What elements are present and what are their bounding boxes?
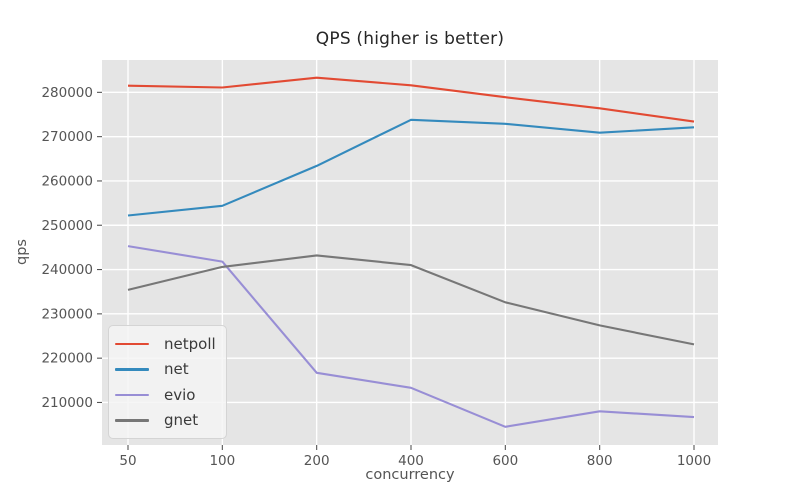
x-tick-label: 50 [119,453,136,469]
x-axis-label: concurrency [365,467,455,483]
y-tick-label: 230000 [41,306,93,322]
x-tick-label: 100 [209,453,235,469]
legend-label: gnet [164,411,199,430]
y-tick-label: 280000 [41,85,93,101]
series-line-evio [127,245,695,428]
legend-item-net: net [115,357,220,383]
legend-label: netpoll [164,334,216,353]
y-tick-label: 210000 [41,395,93,411]
legend-swatch-netpoll [115,342,149,345]
x-tick-label: 200 [304,453,330,469]
y-tick-label: 270000 [41,129,93,145]
chart-title: QPS (higher is better) [315,29,505,49]
legend-item-netpoll: netpoll [115,331,220,357]
legend-swatch-gnet [115,419,149,422]
legend-swatch-net [115,368,149,371]
x-tick-label: 800 [587,453,613,469]
y-tick-label: 220000 [41,351,93,367]
x-tick-label: 400 [398,453,424,469]
legend-label: evio [164,385,196,404]
y-tick-label: 240000 [41,262,93,278]
y-tick-label: 260000 [41,173,93,189]
legend-item-evio: evio [115,382,220,408]
legend-swatch-evio [115,393,149,396]
series-line-netpoll [127,76,695,123]
y-tick-label: 250000 [41,218,93,234]
series-line-gnet [127,254,695,346]
y-axis-label: qps [14,239,30,265]
legend-item-gnet: gnet [115,408,220,434]
x-tick-label: 600 [492,453,518,469]
series-line-net [127,118,695,217]
x-tick-label: 1000 [677,453,711,469]
legend: netpoll net evio gnet [108,325,227,439]
legend-label: net [164,360,189,379]
